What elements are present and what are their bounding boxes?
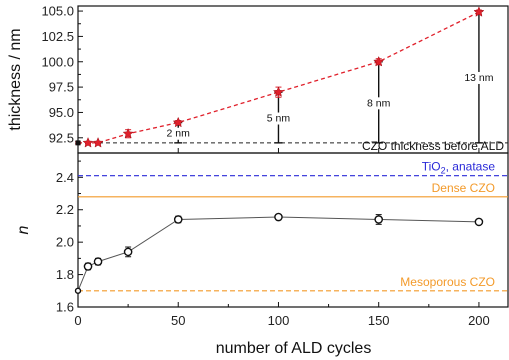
y-tick-label: 102.5 [41, 29, 74, 44]
x-tick-label: 50 [171, 313, 185, 328]
n-point [474, 217, 484, 227]
y-tick-label: 105.0 [41, 4, 74, 19]
refractive-index-panel: 1.6 1.8 2.0 2.2 2.4 0 50 100 150 200 n number of AL… [15, 152, 509, 357]
n-point [74, 287, 82, 294]
y-tick-label: 100.0 [41, 54, 74, 69]
x-tick-label: 150 [368, 313, 390, 328]
reference-line-label: Mesoporous CZO [400, 275, 495, 289]
thickness-point [272, 86, 285, 97]
y-tick-label: 2.2 [56, 202, 74, 217]
reference-label-main: TiO [422, 160, 441, 174]
y-axis-title: n [15, 225, 32, 234]
thickness-point-initial [75, 140, 81, 146]
increment-label: 13 nm [464, 72, 493, 84]
increment-label-bg [463, 71, 495, 84]
x-tick-label: 100 [268, 313, 290, 328]
thickness-panel: 92.5 95.0 97.5 100.0 102.5 105.0 thickness / n… [7, 4, 509, 154]
thickness-point [473, 6, 485, 17]
reference-line-label: CZO thickness before ALD [362, 139, 504, 153]
x-tick-label: 200 [468, 313, 490, 328]
n-point [123, 247, 133, 257]
thickness-point [82, 137, 94, 148]
reference-label-rest: , anatase [446, 160, 496, 174]
n-point [173, 215, 183, 224]
y-tick-label: 95.0 [49, 105, 74, 120]
reference-line-label: Dense CZO [432, 181, 495, 195]
thickness-series-line [78, 11, 480, 144]
y-tick-label: 92.5 [49, 130, 74, 145]
increment-label: 5 nm [267, 113, 291, 125]
reference-label-main: Mesoporous CZO [400, 275, 495, 289]
n-point [374, 215, 383, 224]
thickness-point [172, 116, 184, 128]
reference-label-main: Dense CZO [432, 181, 495, 195]
x-axis-title: number of ALD cycles [216, 340, 372, 357]
increment-label: 8 nm [367, 97, 391, 109]
reference-label-subscript: 2 [441, 166, 446, 176]
reference-line-label: TiO2, anatase [422, 160, 496, 176]
increment-label: 2 nm [167, 128, 191, 140]
y-tick-label: 1.8 [56, 267, 74, 282]
y-axis-title: thickness / nm [7, 28, 24, 130]
x-tick-label: 0 [74, 313, 81, 328]
y-tick-label: 2.4 [56, 170, 74, 185]
thickness-point [92, 137, 104, 148]
y-tick-label: 97.5 [49, 80, 74, 95]
n-point [274, 212, 283, 222]
thickness-point [122, 127, 134, 139]
y-tick-label: 2.0 [56, 235, 74, 250]
increment-label-bg [165, 127, 192, 140]
n-point [93, 257, 103, 266]
bottom-plot-frame [77, 152, 509, 308]
increment-label-bg [265, 112, 292, 125]
increment-label-bg [366, 97, 392, 110]
y-tick-label: 1.6 [56, 300, 74, 315]
thickness-point [373, 55, 385, 67]
n-point [83, 262, 93, 271]
